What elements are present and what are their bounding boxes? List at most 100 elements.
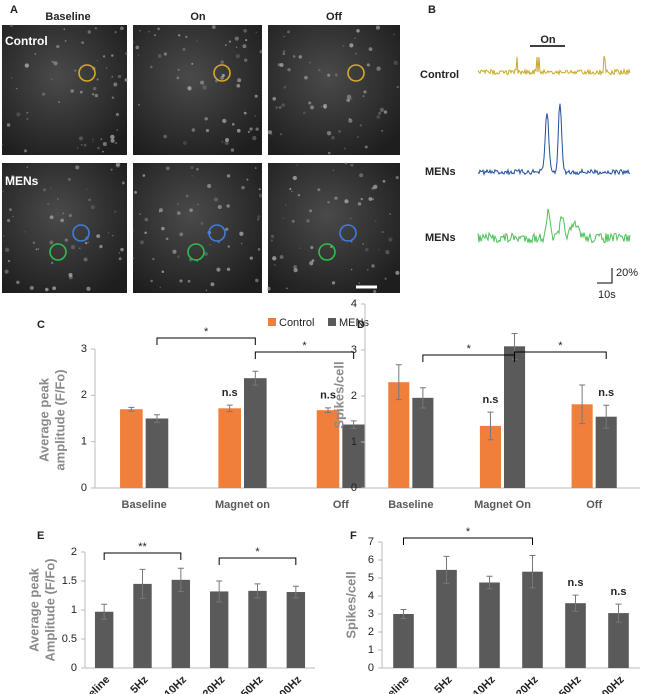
cell-speck (6, 123, 11, 127)
cell-speck (179, 279, 183, 283)
cell-speck (258, 193, 263, 198)
cell-speck (354, 37, 357, 40)
cell-speck (115, 112, 120, 117)
cell-speck (117, 74, 122, 79)
cell-speck (87, 30, 91, 34)
cell-speck (135, 45, 140, 50)
error-bar (101, 603, 108, 620)
cell-speck (273, 263, 276, 266)
cell-speck (326, 131, 332, 136)
cell-speck (342, 45, 345, 47)
cell-speck (332, 169, 335, 171)
cell-speck (178, 34, 181, 37)
cell-speck (118, 257, 122, 261)
cell-speck (113, 82, 118, 87)
significance-bracket (254, 351, 355, 359)
cell-speck (373, 289, 377, 294)
cell-speck (10, 77, 13, 79)
cell-speck (53, 61, 58, 66)
cell-speck (91, 141, 94, 143)
cell-speck (338, 130, 341, 133)
x-tick-label: Baseline (371, 674, 411, 694)
roi-circle (208, 224, 226, 242)
cell-speck (249, 256, 253, 260)
roi-circle (339, 224, 357, 242)
cell-speck (157, 27, 160, 31)
x-tick-label: Magnet on (215, 499, 270, 511)
cell-speck (259, 50, 263, 54)
panel-label: F (350, 530, 357, 542)
cell-speck (309, 209, 313, 213)
cell-speck (76, 147, 79, 149)
cell-speck (0, 143, 4, 146)
cell-speck (197, 203, 199, 206)
cell-speck (26, 111, 29, 114)
cell-speck (183, 141, 187, 145)
cell-speck (228, 40, 232, 43)
cell-speck (378, 111, 382, 115)
roi-circle (187, 243, 205, 261)
cell-speck (310, 246, 314, 250)
error-bar (254, 583, 261, 599)
cell-speck (150, 279, 153, 283)
cell-speck (275, 106, 279, 109)
cell-speck (177, 255, 180, 259)
cell-speck (202, 85, 207, 90)
scale-bars (597, 268, 613, 284)
cell-speck (254, 278, 259, 283)
cell-speck (111, 75, 114, 78)
cell-speck (241, 185, 245, 190)
legend-swatch (268, 318, 276, 326)
cell-speck (132, 230, 134, 232)
error-bar (579, 384, 586, 425)
cell-speck (374, 220, 377, 222)
scale-y-label: 20% (616, 267, 638, 279)
cell-speck (364, 145, 368, 149)
cell-speck (382, 179, 386, 183)
bar-chart: 0 1 2 3 4 5 6 7 Spikes/cell Baseline 5Hz 10Hz 20Hz 50… (343, 526, 640, 694)
bar (209, 591, 229, 668)
cell-speck (282, 52, 285, 55)
significance-label: * (467, 343, 472, 355)
cell-speck (217, 205, 222, 210)
bar (412, 397, 434, 488)
column-label: On (190, 11, 206, 23)
cell-speck (385, 250, 390, 255)
cell-speck (244, 58, 248, 62)
cell-speck (205, 289, 208, 292)
y-tick-label: 1 (368, 644, 374, 656)
cell-speck (298, 55, 303, 59)
cell-speck (157, 54, 162, 58)
y-tick-label: 0 (368, 662, 374, 674)
cell-speck (270, 239, 273, 242)
cell-speck (331, 136, 335, 140)
cell-speck (142, 174, 146, 177)
cell-speck (152, 257, 155, 261)
bar-chart: 0 0.5 1 1.5 2 Average peak Amplitude (F/Fo) Bas… (26, 541, 315, 694)
cell-speck (290, 190, 293, 193)
bar (248, 590, 267, 668)
cell-speck (99, 244, 103, 249)
cell-speck (393, 33, 395, 36)
cell-speck (79, 90, 83, 94)
cell-speck (102, 141, 107, 147)
error-bar (350, 420, 357, 429)
cell-speck (96, 60, 98, 62)
cell-speck (246, 178, 249, 181)
column-label: Baseline (45, 11, 90, 23)
y-tick-label: 7 (368, 536, 374, 548)
cell-speck (221, 73, 225, 78)
significance-bracket (403, 537, 533, 545)
cell-speck (292, 55, 296, 58)
cell-speck (196, 167, 199, 171)
cell-speck (31, 183, 34, 186)
y-tick-label: 3 (81, 343, 87, 355)
cell-speck (124, 78, 128, 82)
x-tick-label: 5Hz (128, 673, 151, 694)
y-tick-label: 0 (71, 662, 77, 674)
cell-speck (137, 103, 140, 106)
cell-speck (158, 208, 163, 213)
cell-speck (70, 89, 75, 93)
x-tick-label: Off (586, 499, 602, 511)
y-axis-label: Average peak (36, 377, 51, 462)
